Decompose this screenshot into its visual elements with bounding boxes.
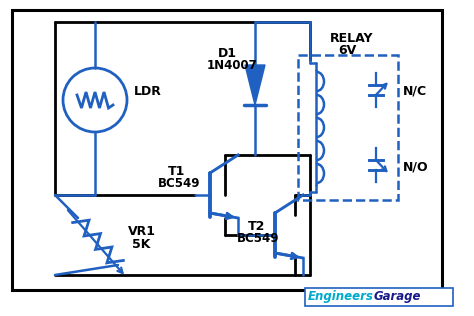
Text: BC549: BC549 xyxy=(158,177,201,190)
Text: Engineers: Engineers xyxy=(308,290,374,303)
Text: 5K: 5K xyxy=(132,238,150,251)
Polygon shape xyxy=(245,65,265,105)
Bar xyxy=(12,10,442,290)
Text: Garage: Garage xyxy=(374,290,421,303)
Text: N/O: N/O xyxy=(403,160,428,173)
Text: D1: D1 xyxy=(218,47,237,60)
Text: BC549: BC549 xyxy=(237,232,280,245)
Bar xyxy=(298,55,398,200)
Text: 1N4007: 1N4007 xyxy=(207,59,258,72)
Text: LDR: LDR xyxy=(134,85,162,98)
Text: RELAY: RELAY xyxy=(330,32,374,45)
Text: VR1: VR1 xyxy=(128,225,156,238)
Text: T1: T1 xyxy=(168,165,185,178)
Text: N/C: N/C xyxy=(403,85,427,98)
Bar xyxy=(305,288,453,306)
Text: T2: T2 xyxy=(248,220,265,233)
Text: 6V: 6V xyxy=(338,44,356,57)
